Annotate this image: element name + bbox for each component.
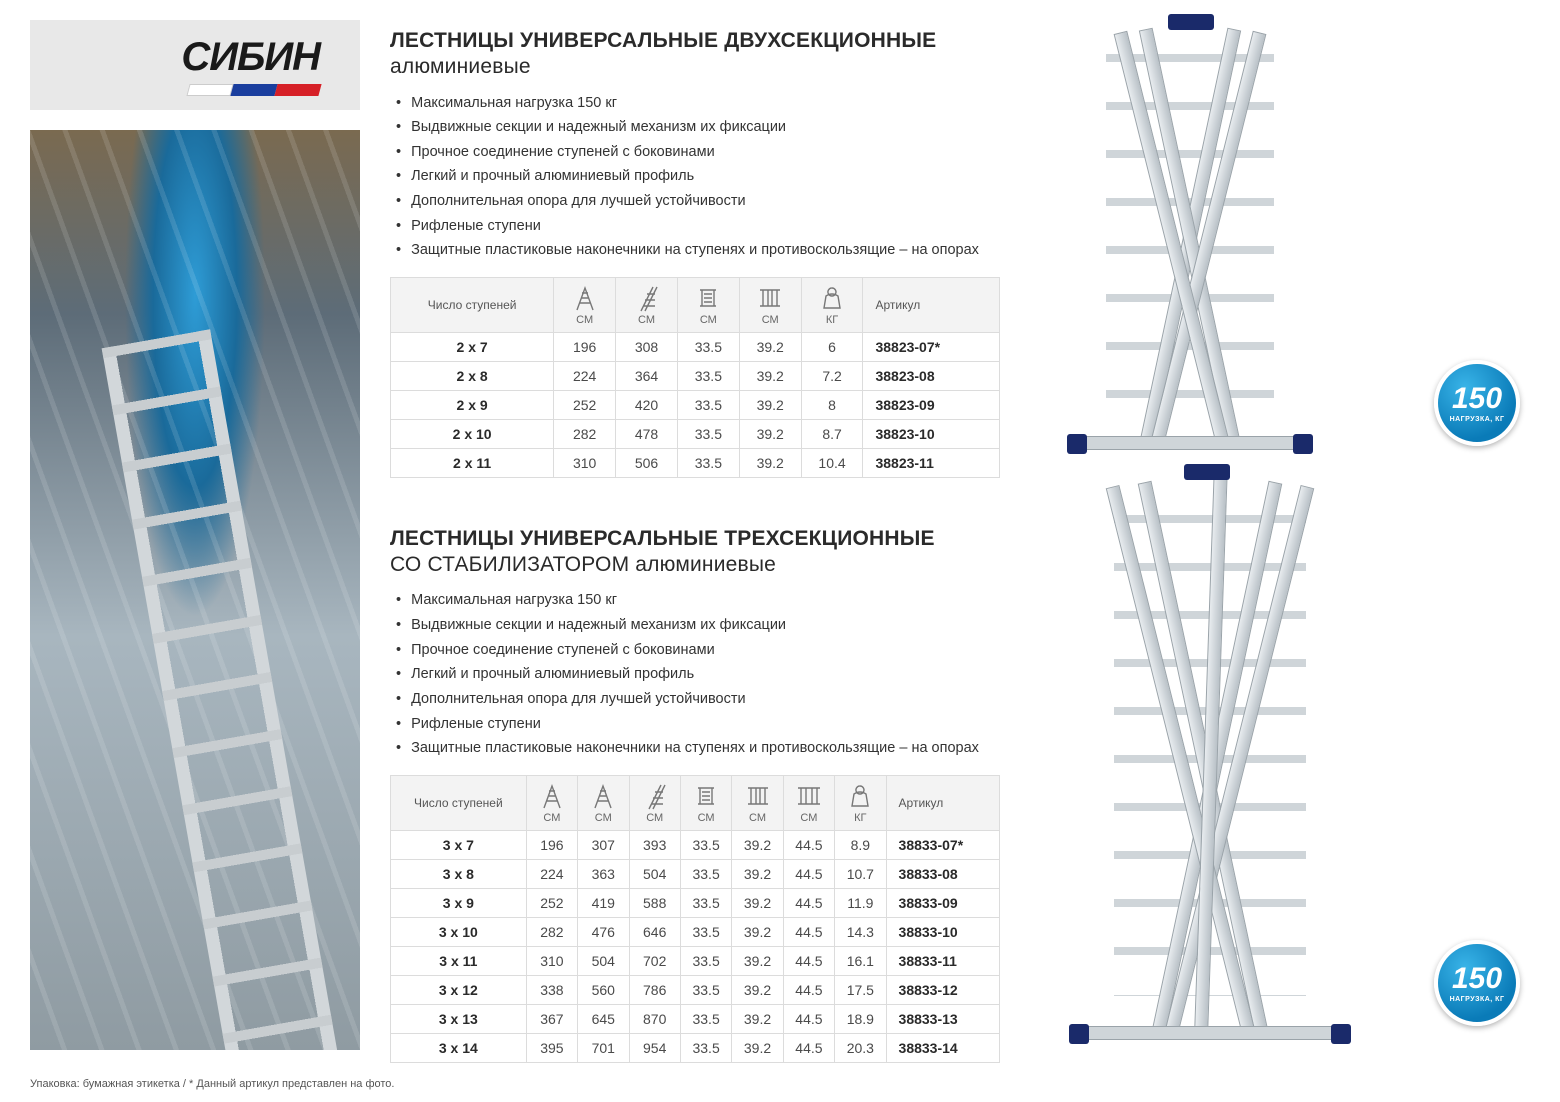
feature-item: Дополнительная опора для лучшей устойчив…: [396, 189, 1000, 214]
col-header: СМ: [616, 277, 678, 332]
feature-item: Защитные пластиковые наконечники на ступ…: [396, 736, 1000, 761]
col-header: Артикул: [886, 775, 999, 830]
product-image-2section: [1050, 20, 1330, 440]
col-header: СМ: [732, 775, 783, 830]
table-row: 3 x 1131050470233.539.244.516.138833-11: [391, 946, 1000, 975]
col-header: СМ: [578, 775, 629, 830]
section1-features: Максимальная нагрузка 150 кгВыдвижные се…: [396, 91, 1000, 263]
col-header: СМ: [680, 775, 731, 830]
col-header: СМ: [629, 775, 680, 830]
section1-title: ЛЕСТНИЦЫ УНИВЕРСАЛЬНЫЕ ДВУХСЕКЦИОННЫЕ ал…: [390, 28, 1000, 81]
feature-item: Максимальная нагрузка 150 кг: [396, 588, 1000, 613]
col-header: СМ: [554, 277, 616, 332]
col-header: СМ: [783, 775, 834, 830]
table-row: 2 x 822436433.539.27.238823-08: [391, 361, 1000, 390]
col-header: КГ: [801, 277, 863, 332]
table-row: 2 x 1131050633.539.210.438823-11: [391, 448, 1000, 477]
col-header: КГ: [835, 775, 886, 830]
section1-table: Число ступенейСМСМСМСМКГАртикул2 x 71963…: [390, 277, 1000, 478]
feature-item: Рифленые ступени: [396, 214, 1000, 239]
feature-item: Легкий и прочный алюминиевый профиль: [396, 662, 1000, 687]
col-header: СМ: [739, 277, 801, 332]
brand-logo: СИБИН: [30, 20, 360, 110]
product-image-3section: [1050, 470, 1370, 1030]
feature-item: Максимальная нагрузка 150 кг: [396, 91, 1000, 116]
table-row: 3 x 1439570195433.539.244.520.338833-14: [391, 1033, 1000, 1062]
table-row: 2 x 719630833.539.2638823-07*: [391, 332, 1000, 361]
table-row: 2 x 925242033.539.2838823-09: [391, 390, 1000, 419]
feature-item: Дополнительная опора для лучшей устойчив…: [396, 687, 1000, 712]
table-row: 3 x 822436350433.539.244.510.738833-08: [391, 859, 1000, 888]
table-row: 3 x 1336764587033.539.244.518.938833-13: [391, 1004, 1000, 1033]
feature-item: Выдвижные секции и надежный механизм их …: [396, 613, 1000, 638]
feature-item: Выдвижные секции и надежный механизм их …: [396, 115, 1000, 140]
flag-icon: [186, 84, 321, 96]
section2-title: ЛЕСТНИЦЫ УНИВЕРСАЛЬНЫЕ ТРЕХСЕКЦИОННЫЕ СО…: [390, 526, 1000, 579]
content-column: ЛЕСТНИЦЫ УНИВЕРСАЛЬНЫЕ ДВУХСЕКЦИОННЫЕ ал…: [370, 0, 1010, 1102]
col-header: Артикул: [863, 277, 1000, 332]
col-header: СМ: [677, 277, 739, 332]
left-column: СИБИН: [0, 0, 370, 1102]
table-row: 3 x 925241958833.539.244.511.938833-09: [391, 888, 1000, 917]
brand-name: СИБИН: [181, 35, 320, 80]
flag-white: [186, 84, 233, 96]
section-three-section-ladders: ЛЕСТНИЦЫ УНИВЕРСАЛЬНЫЕ ТРЕХСЕКЦИОННЫЕ СО…: [390, 526, 1000, 1063]
feature-item: Легкий и прочный алюминиевый профиль: [396, 164, 1000, 189]
product-images-column: 150 НАГРУЗКА, КГ 150 НАГРУЗКА, КГ: [1010, 0, 1560, 1102]
col-header: СМ: [526, 775, 577, 830]
section-two-section-ladders: ЛЕСТНИЦЫ УНИВЕРСАЛЬНЫЕ ДВУХСЕКЦИОННЫЕ ал…: [390, 28, 1000, 478]
col-header: Число ступеней: [391, 277, 554, 332]
feature-item: Защитные пластиковые наконечники на ступ…: [396, 238, 1000, 263]
load-badge-2: 150 НАГРУЗКА, КГ: [1434, 940, 1520, 1026]
flag-blue: [230, 84, 277, 96]
col-header: Число ступеней: [391, 775, 527, 830]
table-row: 3 x 1233856078633.539.244.517.538833-12: [391, 975, 1000, 1004]
table-row: 3 x 719630739333.539.244.58.938833-07*: [391, 830, 1000, 859]
feature-item: Прочное соединение ступеней с боковинами: [396, 140, 1000, 165]
lifestyle-photo: [30, 130, 360, 1050]
load-badge-1: 150 НАГРУЗКА, КГ: [1434, 360, 1520, 446]
feature-item: Рифленые ступени: [396, 712, 1000, 737]
feature-item: Прочное соединение ступеней с боковинами: [396, 638, 1000, 663]
table-row: 2 x 1028247833.539.28.738823-10: [391, 419, 1000, 448]
table-row: 3 x 1028247664633.539.244.514.338833-10: [391, 917, 1000, 946]
section2-features: Максимальная нагрузка 150 кгВыдвижные се…: [396, 588, 1000, 760]
section2-table: Число ступенейСМСМСМСМСМСМКГАртикул3 x 7…: [390, 775, 1000, 1063]
flag-red: [274, 84, 321, 96]
footer-note: Упаковка: бумажная этикетка / * Данный а…: [30, 1078, 394, 1090]
